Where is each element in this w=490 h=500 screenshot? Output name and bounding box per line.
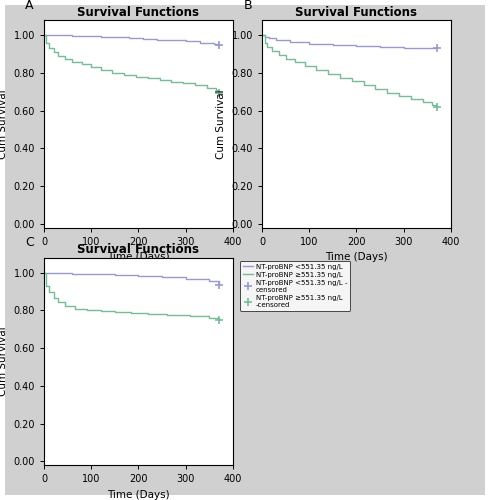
Legend: NT-proBNP <551.35 ng/L, NT-proBNP ≥551.35 ng/L, NT-proBNP <551.35 ng/L -
censore: NT-proBNP <551.35 ng/L, NT-proBNP ≥551.3…	[240, 261, 350, 311]
Y-axis label: Cum Survival: Cum Survival	[216, 89, 226, 158]
Text: B: B	[243, 0, 252, 12]
Y-axis label: Cum Survival: Cum Survival	[0, 89, 8, 158]
X-axis label: Time (Days): Time (Days)	[107, 252, 170, 262]
Title: Survival Functions: Survival Functions	[77, 244, 199, 256]
X-axis label: Time (Days): Time (Days)	[325, 252, 388, 262]
Text: C: C	[25, 236, 34, 249]
Title: Survival Functions: Survival Functions	[77, 6, 199, 19]
Title: Survival Functions: Survival Functions	[295, 6, 417, 19]
Text: A: A	[25, 0, 34, 12]
Y-axis label: Cum Survival: Cum Survival	[0, 326, 8, 396]
X-axis label: Time (Days): Time (Days)	[107, 490, 170, 500]
